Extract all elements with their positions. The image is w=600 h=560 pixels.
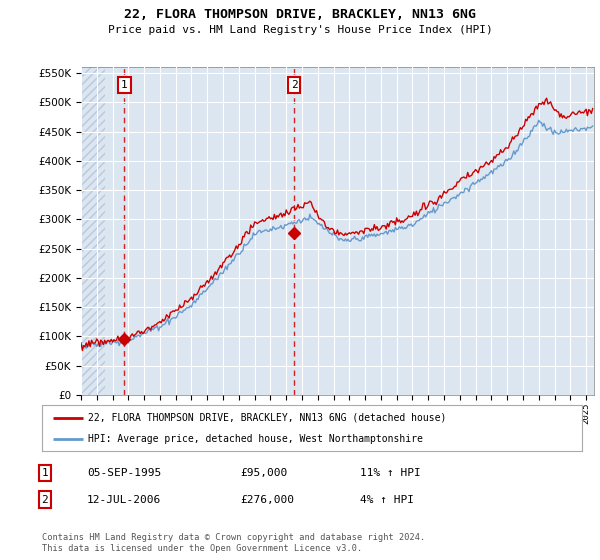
Text: 4% ↑ HPI: 4% ↑ HPI: [360, 494, 414, 505]
Text: Price paid vs. HM Land Registry's House Price Index (HPI): Price paid vs. HM Land Registry's House …: [107, 25, 493, 35]
Text: 22, FLORA THOMPSON DRIVE, BRACKLEY, NN13 6NG: 22, FLORA THOMPSON DRIVE, BRACKLEY, NN13…: [124, 8, 476, 21]
Text: 1: 1: [41, 468, 49, 478]
Text: 05-SEP-1995: 05-SEP-1995: [87, 468, 161, 478]
Text: £95,000: £95,000: [240, 468, 287, 478]
Text: 12-JUL-2006: 12-JUL-2006: [87, 494, 161, 505]
Text: 2: 2: [41, 494, 49, 505]
Text: Contains HM Land Registry data © Crown copyright and database right 2024.
This d: Contains HM Land Registry data © Crown c…: [42, 533, 425, 553]
Text: 11% ↑ HPI: 11% ↑ HPI: [360, 468, 421, 478]
Text: £276,000: £276,000: [240, 494, 294, 505]
Text: 1: 1: [121, 80, 128, 90]
Text: HPI: Average price, detached house, West Northamptonshire: HPI: Average price, detached house, West…: [88, 435, 423, 444]
Text: 2: 2: [291, 80, 298, 90]
Text: 22, FLORA THOMPSON DRIVE, BRACKLEY, NN13 6NG (detached house): 22, FLORA THOMPSON DRIVE, BRACKLEY, NN13…: [88, 413, 446, 423]
